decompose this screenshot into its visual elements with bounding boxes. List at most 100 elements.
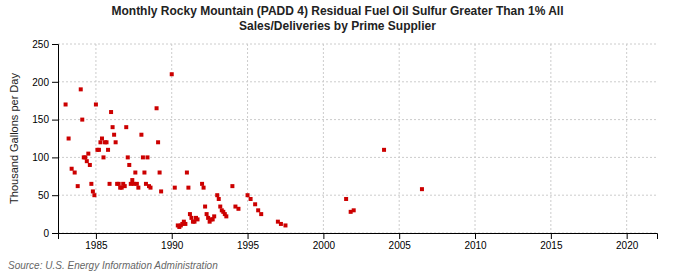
point bbox=[80, 118, 84, 122]
tick-label: 250 bbox=[32, 39, 49, 50]
tick-label: 2020 bbox=[616, 240, 639, 251]
point bbox=[139, 133, 143, 137]
tick-mark bbox=[323, 233, 324, 239]
grid-line bbox=[626, 44, 627, 233]
grid-line bbox=[95, 44, 96, 233]
tick-mark bbox=[52, 44, 58, 45]
tick-label: 2015 bbox=[540, 240, 563, 251]
y-axis: 050100150200250 bbox=[32, 39, 58, 239]
point bbox=[189, 216, 193, 220]
grid-line bbox=[247, 44, 248, 233]
tick-mark bbox=[172, 233, 173, 239]
tick: 1995 bbox=[237, 233, 260, 251]
point bbox=[85, 159, 89, 163]
tick-label: 2005 bbox=[389, 240, 412, 251]
point bbox=[256, 208, 260, 212]
tick-mark bbox=[52, 120, 58, 121]
point bbox=[91, 189, 95, 193]
point bbox=[224, 214, 228, 218]
tick-mark bbox=[96, 233, 97, 239]
point bbox=[173, 186, 177, 190]
point bbox=[124, 125, 128, 129]
point bbox=[135, 182, 139, 186]
tick: 0 bbox=[43, 228, 58, 239]
plot: 1985 1990 1995 2000 2005 2010 2015 2020 0 50 100 15… bbox=[8, 39, 658, 251]
point bbox=[101, 155, 105, 159]
grid bbox=[58, 44, 657, 233]
point bbox=[382, 148, 386, 152]
point bbox=[89, 182, 93, 186]
point bbox=[73, 171, 77, 175]
point bbox=[141, 155, 145, 159]
chart: Monthly Rocky Mountain (PADD 4) Residual… bbox=[0, 0, 675, 275]
point bbox=[156, 140, 160, 144]
point bbox=[142, 171, 146, 175]
tick-mark bbox=[52, 157, 58, 158]
tick-label: 1985 bbox=[85, 240, 108, 251]
point bbox=[83, 155, 87, 159]
point bbox=[344, 197, 348, 201]
tick-mark bbox=[52, 233, 58, 234]
tick-label: 1995 bbox=[237, 240, 260, 251]
grid-line bbox=[550, 44, 551, 233]
point bbox=[112, 133, 116, 137]
tick-label: 2000 bbox=[313, 240, 336, 251]
points bbox=[64, 72, 424, 229]
point bbox=[130, 178, 134, 182]
tick: 250 bbox=[32, 39, 58, 50]
point bbox=[123, 184, 127, 188]
grid-line bbox=[323, 44, 324, 233]
point bbox=[117, 182, 121, 186]
point bbox=[186, 186, 190, 190]
tick-label: 0 bbox=[43, 228, 49, 239]
tick: 2015 bbox=[540, 233, 563, 251]
title-line: Monthly Rocky Mountain (PADD 4) Residual… bbox=[111, 4, 563, 18]
point bbox=[97, 148, 101, 152]
tick-mark bbox=[475, 233, 476, 239]
axis-line bbox=[59, 234, 658, 240]
axis-line bbox=[52, 45, 59, 234]
tick: 150 bbox=[32, 114, 58, 125]
tick-mark bbox=[399, 233, 400, 239]
point bbox=[76, 184, 80, 188]
point bbox=[149, 186, 153, 190]
grid-line bbox=[475, 44, 476, 233]
tick-mark bbox=[627, 233, 628, 239]
grid-line bbox=[58, 44, 657, 45]
point bbox=[246, 193, 250, 197]
point bbox=[145, 155, 149, 159]
tick: 2000 bbox=[313, 233, 336, 251]
point bbox=[185, 171, 189, 175]
point bbox=[108, 182, 112, 186]
point bbox=[111, 125, 115, 129]
y-axis-label: Thousand Gallons per Day bbox=[8, 73, 20, 204]
x-axis: 1985 1990 1995 2000 2005 2010 2015 2020 bbox=[59, 233, 658, 251]
point bbox=[158, 171, 162, 175]
point bbox=[133, 171, 137, 175]
grid-line bbox=[399, 44, 400, 233]
point bbox=[88, 163, 92, 167]
point bbox=[283, 223, 287, 227]
point bbox=[420, 187, 424, 191]
tick-label: 1990 bbox=[161, 240, 184, 251]
tick-label: 100 bbox=[32, 152, 49, 163]
point bbox=[249, 197, 253, 201]
point bbox=[279, 222, 283, 226]
point bbox=[127, 163, 131, 167]
point bbox=[215, 193, 219, 197]
point bbox=[114, 140, 118, 144]
point bbox=[136, 186, 140, 190]
point bbox=[236, 207, 240, 211]
point bbox=[259, 212, 263, 216]
annotation: Source: U.S. Energy Information Administ… bbox=[8, 260, 218, 271]
point bbox=[100, 137, 104, 141]
grid-line bbox=[58, 119, 657, 120]
point bbox=[212, 214, 216, 218]
tick-label: 2010 bbox=[464, 240, 487, 251]
point bbox=[106, 148, 110, 152]
point bbox=[94, 102, 98, 106]
point bbox=[205, 212, 209, 216]
tick-label: 50 bbox=[38, 190, 50, 201]
tick-mark bbox=[551, 233, 552, 239]
point bbox=[86, 152, 90, 156]
